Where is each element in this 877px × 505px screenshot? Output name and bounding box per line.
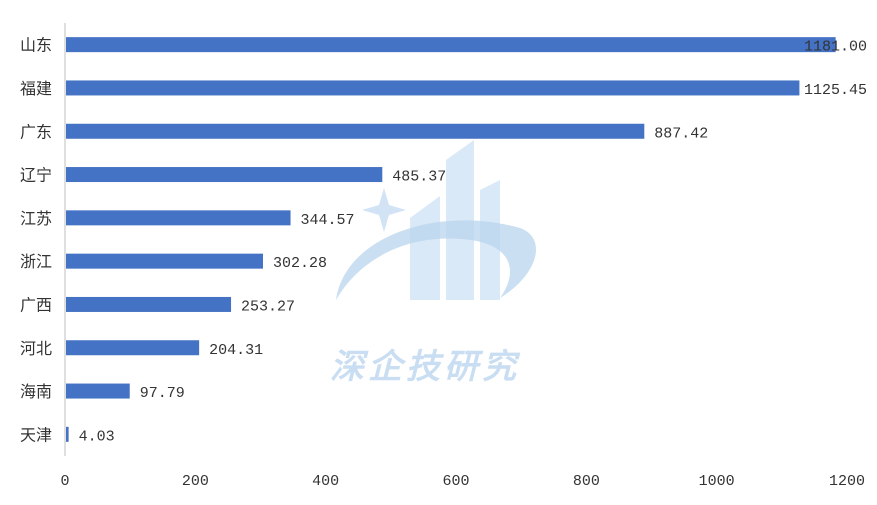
bar-2 — [66, 123, 645, 139]
watermark-swoosh — [336, 220, 537, 300]
bar-4 — [66, 210, 291, 226]
x-tick-label-2: 400 — [312, 473, 339, 490]
value-label-4: 344.57 — [301, 212, 355, 229]
category-label-5: 浙江 — [20, 252, 52, 271]
bar-1 — [66, 80, 800, 96]
category-label-6: 广西 — [20, 295, 52, 314]
value-label-9: 4.03 — [79, 428, 115, 445]
category-label-2: 广东 — [20, 122, 52, 141]
category-label-3: 辽宁 — [20, 166, 52, 185]
x-tick-label-0: 0 — [60, 473, 69, 490]
category-label-1: 福建 — [20, 79, 52, 98]
value-label-1: 1125.45 — [804, 82, 867, 99]
x-tick-label-3: 600 — [442, 473, 469, 490]
bar-8 — [66, 383, 130, 399]
value-label-5: 302.28 — [273, 255, 327, 272]
watermark-tower — [410, 140, 500, 300]
value-label-7: 204.31 — [209, 342, 263, 359]
value-labels: 1181.00 1125.45 887.42 485.37 344.57 302.28 25… — [79, 39, 867, 446]
value-label-6: 253.27 — [241, 298, 295, 315]
bar-0 — [66, 37, 836, 53]
bar-7 — [66, 340, 200, 356]
x-tick-label-6: 1200 — [829, 473, 865, 490]
bar-6 — [66, 296, 232, 312]
category-label-9: 天津 — [20, 425, 52, 444]
bar-5 — [66, 253, 263, 269]
category-label-0: 山东 — [20, 36, 52, 55]
x-tick-labels: 0 200 400 600 800 1000 1200 — [60, 473, 865, 490]
x-tick-label-4: 800 — [573, 473, 600, 490]
x-tick-label-5: 1000 — [699, 473, 735, 490]
bar-3 — [66, 167, 383, 183]
value-label-8: 97.79 — [140, 385, 185, 402]
value-label-0: 1181.00 — [804, 39, 867, 56]
bar-9 — [66, 426, 69, 442]
value-label-3: 485.37 — [392, 169, 446, 186]
x-tick-label-1: 200 — [182, 473, 209, 490]
watermark-star — [362, 188, 406, 232]
category-label-8: 海南 — [20, 382, 52, 401]
category-label-7: 河北 — [20, 339, 52, 358]
value-label-2: 887.42 — [654, 125, 708, 142]
watermark-text: 深企技研究 — [330, 347, 521, 387]
watermark-logo: 深企技研究 — [330, 140, 537, 387]
bars-group — [66, 37, 836, 442]
category-label-4: 江苏 — [20, 209, 52, 228]
